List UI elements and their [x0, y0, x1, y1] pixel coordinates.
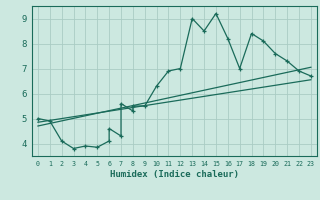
X-axis label: Humidex (Indice chaleur): Humidex (Indice chaleur) [110, 170, 239, 179]
